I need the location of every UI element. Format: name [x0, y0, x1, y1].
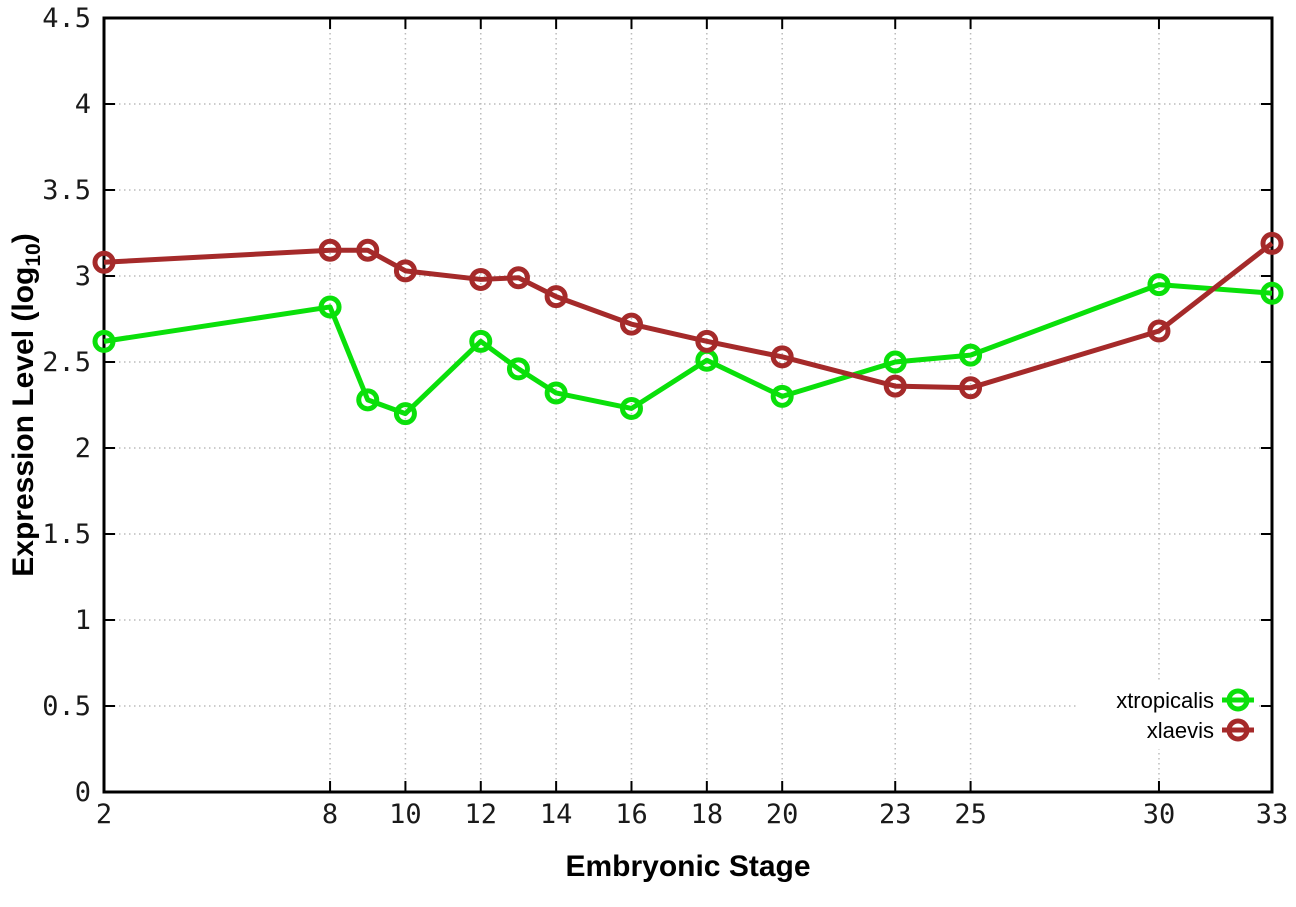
data-point-marker	[506, 266, 530, 290]
y-tick-label: 3.5	[42, 175, 91, 206]
y-axis-title-subscript: 10	[22, 243, 45, 267]
y-tick-label: 3	[75, 261, 91, 292]
y-axis-title-suffix: )	[7, 233, 40, 244]
data-point-marker	[92, 250, 116, 274]
data-point-marker	[469, 267, 493, 291]
y-tick-label: 4.5	[42, 3, 91, 34]
data-point-marker	[544, 381, 568, 405]
legend-marker	[1226, 688, 1250, 712]
data-point-marker	[770, 384, 794, 408]
data-point-marker	[883, 374, 907, 398]
data-point-marker	[695, 329, 719, 353]
data-point-marker	[619, 396, 643, 420]
data-point-marker	[1147, 319, 1171, 343]
ticks	[103, 17, 1273, 793]
legend-label: xlaevis	[1147, 718, 1214, 743]
legend-label: xtropicalis	[1116, 688, 1214, 713]
data-point-marker	[469, 329, 493, 353]
data-point-marker	[356, 238, 380, 262]
data-point-marker	[619, 312, 643, 336]
x-tick-label: 30	[1143, 799, 1176, 830]
x-tick-label: 25	[954, 799, 987, 830]
data-point-marker	[959, 376, 983, 400]
y-tick-label: 1	[75, 605, 91, 636]
data-point-marker	[1147, 273, 1171, 297]
data-point-marker	[1260, 281, 1284, 305]
x-tick-label: 14	[540, 799, 573, 830]
y-axis-title-text: Expression Level (log	[7, 266, 40, 577]
legend: xtropicalis xlaevis	[1116, 688, 1254, 743]
y-tick-label: 1.5	[42, 519, 91, 550]
y-tick-label: 4	[75, 89, 91, 120]
tick-labels: 0 0.5 1 1.5 2 2.5 3 3.5 4 4.5 2 8 10 12 14 16 18 20 23 25 30…	[42, 3, 1288, 830]
data-point-marker	[318, 238, 342, 262]
data-point-marker	[393, 259, 417, 283]
y-tick-label: 0	[75, 777, 91, 808]
data-point-marker	[318, 295, 342, 319]
data-point-marker	[92, 329, 116, 353]
x-tick-label: 2	[96, 799, 112, 830]
legend-background	[1078, 681, 1258, 749]
y-tick-label: 0.5	[42, 691, 91, 722]
data-point-marker	[1260, 231, 1284, 255]
y-tick-label: 2	[75, 433, 91, 464]
legend-item-xtropicalis: xtropicalis	[1116, 688, 1254, 713]
data-point-marker	[393, 402, 417, 426]
legend-item-xlaevis: xlaevis	[1147, 718, 1254, 743]
data-point-marker	[506, 357, 530, 381]
data-point-marker	[770, 345, 794, 369]
x-tick-label: 18	[691, 799, 724, 830]
data-point-marker	[544, 285, 568, 309]
data-point-marker	[883, 350, 907, 374]
legend-marker	[1226, 718, 1250, 742]
plot-border	[102, 16, 1274, 794]
x-tick-label: 16	[615, 799, 648, 830]
x-tick-label: 20	[766, 799, 799, 830]
x-tick-label: 8	[322, 799, 338, 830]
data-point-marker	[356, 388, 380, 412]
gridlines	[104, 18, 1272, 792]
x-tick-label: 33	[1256, 799, 1289, 830]
x-tick-label: 10	[389, 799, 422, 830]
x-tick-label: 12	[465, 799, 498, 830]
data-point-marker	[959, 343, 983, 367]
x-axis-title: Embryonic Stage	[565, 850, 811, 883]
y-tick-label: 2.5	[42, 347, 91, 378]
x-tick-label: 23	[879, 799, 912, 830]
y-axis-title: Expression Level (log10)	[7, 233, 45, 577]
series-xlaevis	[92, 231, 1284, 400]
